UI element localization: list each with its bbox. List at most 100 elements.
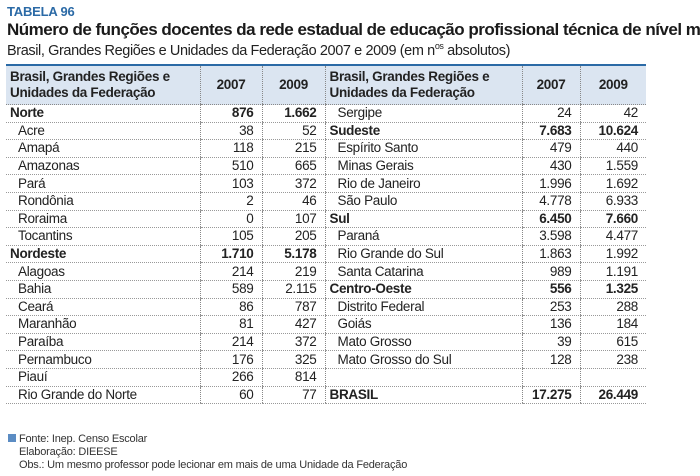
- row-name: Distrito Federal: [324, 298, 522, 317]
- value-2007: 1.996: [521, 174, 580, 193]
- value-2009: 107: [261, 210, 325, 229]
- value-2007: 86: [199, 298, 262, 317]
- value-2009: 184: [579, 315, 646, 334]
- value-2009: 6.933: [579, 192, 646, 211]
- value-2007: 2: [199, 192, 262, 211]
- header-2007: 2007: [199, 65, 262, 105]
- value-2009: 4.477: [579, 227, 646, 246]
- table-label: TABELA 96: [7, 4, 75, 19]
- value-2009: 42: [579, 104, 646, 123]
- row-name: Norte: [6, 104, 200, 123]
- row-name: Santa Catarina: [324, 262, 522, 281]
- value-2007: 136: [521, 315, 580, 334]
- row-name: Goiás: [324, 315, 522, 334]
- value-2007: 103: [199, 174, 262, 193]
- value-2009: 52: [261, 122, 325, 141]
- value-2009: 2.115: [261, 280, 325, 299]
- table-row: Ceará 86 787 Distrito Federal 253 288: [6, 298, 646, 317]
- row-name: Roraima: [6, 210, 200, 229]
- value-2009: 77: [261, 386, 325, 405]
- value-2009: [579, 368, 646, 387]
- header-2009: 2009: [579, 65, 646, 105]
- value-2007: 1.710: [199, 245, 262, 264]
- value-2007: 176: [199, 350, 262, 369]
- table-row: Nordeste 1.710 5.178 Rio Grande do Sul 1.863…: [6, 245, 646, 264]
- row-name: Tocantins: [6, 227, 200, 246]
- value-2009: 1.559: [579, 157, 646, 176]
- row-name: São Paulo: [324, 192, 522, 211]
- value-2009: 1.191: [579, 262, 646, 281]
- value-2009: 1.992: [579, 245, 646, 264]
- row-name: Paraíba: [6, 333, 200, 352]
- row-name: Minas Gerais: [324, 157, 522, 176]
- row-name: Mato Grosso do Sul: [324, 350, 522, 369]
- row-name: Piauí: [6, 368, 200, 387]
- value-2009: 26.449: [579, 386, 646, 405]
- data-table: Brasil, Grandes Regiões e Unidades da Fed…: [6, 64, 646, 405]
- table-row: Roraima 0 107 Sul 6.450 7.660: [6, 210, 646, 229]
- footer-elaboration: Elaboração: DIEESE: [19, 446, 118, 458]
- table-row: Rondônia 2 46 São Paulo 4.778 6.933: [6, 192, 646, 211]
- value-2007: 479: [521, 139, 580, 158]
- value-2007: 430: [521, 157, 580, 176]
- value-2009: 46: [261, 192, 325, 211]
- header-name: Brasil, Grandes Regiões e Unidades da Fed…: [324, 65, 522, 105]
- value-2007: 38: [199, 122, 262, 141]
- value-2007: 0: [199, 210, 262, 229]
- value-2007: 876: [199, 104, 262, 123]
- table-row: Pernambuco 176 325 Mato Grosso do Sul 128 238: [6, 350, 646, 369]
- row-name: [324, 368, 522, 387]
- row-name: Amazonas: [6, 157, 200, 176]
- table-title: Número de funções docentes da rede estad…: [7, 20, 700, 39]
- value-2009: 372: [261, 174, 325, 193]
- value-2007: 60: [199, 386, 262, 405]
- bullet-square-icon: [8, 434, 16, 442]
- row-name: Espírito Santo: [324, 139, 522, 158]
- row-name: Pará: [6, 174, 200, 193]
- value-2009: 10.624: [579, 122, 646, 141]
- row-name: Maranhão: [6, 315, 200, 334]
- value-2009: 7.660: [579, 210, 646, 229]
- value-2009: 325: [261, 350, 325, 369]
- value-2009: 814: [261, 368, 325, 387]
- value-2009: 219: [261, 262, 325, 281]
- footer-note: Obs.: Um mesmo professor pode lecionar e…: [19, 459, 408, 471]
- value-2009: 205: [261, 227, 325, 246]
- value-2007: 39: [521, 333, 580, 352]
- value-2009: 288: [579, 298, 646, 317]
- table-row: Amapá 118 215 Espírito Santo 479 440: [6, 139, 646, 158]
- row-name: Rio Grande do Norte: [6, 386, 200, 405]
- value-2009: 665: [261, 157, 325, 176]
- value-2009: 215: [261, 139, 325, 158]
- row-name: Paraná: [324, 227, 522, 246]
- row-name: Bahia: [6, 280, 200, 299]
- row-name: Sudeste: [324, 122, 522, 141]
- value-2009: 440: [579, 139, 646, 158]
- value-2009: 1.662: [261, 104, 325, 123]
- footer-source: Fonte: Inep. Censo Escolar: [8, 433, 147, 445]
- row-name: Mato Grosso: [324, 333, 522, 352]
- row-name: Centro-Oeste: [324, 280, 522, 299]
- header-2009: 2009: [261, 65, 325, 105]
- value-2007: 214: [199, 262, 262, 281]
- value-2007: 118: [199, 139, 262, 158]
- table-row: Norte 876 1.662 Sergipe 24 42: [6, 104, 646, 123]
- value-2009: 615: [579, 333, 646, 352]
- value-2007: 24: [521, 104, 580, 123]
- value-2007: 510: [199, 157, 262, 176]
- row-name: BRASIL: [324, 386, 522, 405]
- table-row: Acre 38 52 Sudeste 7.683 10.624: [6, 122, 646, 141]
- value-2007: 1.863: [521, 245, 580, 264]
- table-row: Tocantins 105 205 Paraná 3.598 4.477: [6, 227, 646, 246]
- value-2009: 787: [261, 298, 325, 317]
- table-row: Pará 103 372 Rio de Janeiro 1.996 1.692: [6, 174, 646, 193]
- table-row: Piauí 266 814: [6, 368, 646, 387]
- value-2007: 81: [199, 315, 262, 334]
- row-name: Ceará: [6, 298, 200, 317]
- row-name: Rio Grande do Sul: [324, 245, 522, 264]
- value-2007: 266: [199, 368, 262, 387]
- table-row: Maranhão 81 427 Goiás 136 184: [6, 315, 646, 334]
- table-row: Rio Grande do Norte 60 77 BRASIL 17.275 26.44…: [6, 386, 646, 405]
- value-2009: 1.325: [579, 280, 646, 299]
- value-2007: 17.275: [521, 386, 580, 405]
